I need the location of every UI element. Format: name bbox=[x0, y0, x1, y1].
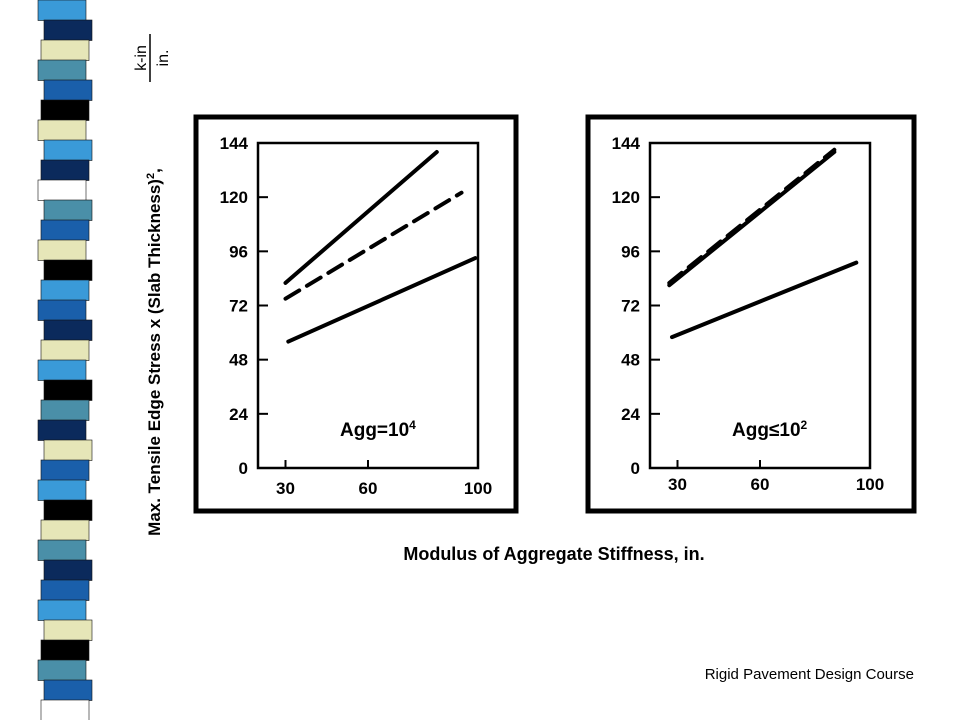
series-line-solid bbox=[286, 256, 478, 344]
y-axis-title-group: Max. Tensile Edge Stress x (Slab Thickne… bbox=[145, 168, 164, 536]
y-axis-unit: k-in in. bbox=[133, 34, 172, 82]
y-tick-label: 96 bbox=[621, 242, 640, 261]
stripe-segment bbox=[40, 699, 90, 720]
decorative-stripe-bar bbox=[37, 0, 93, 720]
y-tick-label: 48 bbox=[621, 351, 640, 370]
x-tick-label: 100 bbox=[856, 475, 884, 494]
series-line-solid bbox=[670, 260, 859, 340]
series-line-solid bbox=[283, 150, 439, 285]
series-line-dashed bbox=[283, 190, 464, 301]
panel-frame bbox=[193, 114, 519, 514]
panel-frame bbox=[585, 114, 917, 514]
chart-panel-right: 0 24 48 72 96 120 144 30 60 100 Agg≤102 bbox=[585, 114, 917, 514]
x-tick-label: 60 bbox=[359, 479, 378, 498]
y-tick-label: 24 bbox=[229, 405, 248, 424]
y-tick-label: 144 bbox=[220, 134, 249, 153]
y-tick-label: 48 bbox=[229, 351, 248, 370]
x-tick-label: 60 bbox=[751, 475, 770, 494]
series-line-dashed bbox=[667, 147, 837, 285]
y-tick-label: 96 bbox=[229, 242, 248, 261]
y-tick-label: 0 bbox=[239, 459, 248, 478]
x-tick-label: 30 bbox=[668, 475, 687, 494]
y-tick-label: 72 bbox=[229, 297, 248, 316]
chart-panel-left: 0 24 48 72 96 120 144 30 60 100 Agg=104 bbox=[193, 114, 519, 514]
y-tick-label: 120 bbox=[220, 188, 248, 207]
y-unit-denominator: in. bbox=[155, 50, 172, 67]
x-tick-label: 30 bbox=[276, 479, 295, 498]
x-tick-label: 100 bbox=[464, 479, 492, 498]
y-tick-label: 72 bbox=[621, 297, 640, 316]
y-unit-numerator: k-in bbox=[133, 45, 150, 71]
x-axis-title: Modulus of Aggregate Stiffness, in. bbox=[403, 544, 704, 564]
panel-label: Agg≤102 bbox=[732, 418, 808, 441]
y-tick-label: 0 bbox=[631, 459, 640, 478]
y-tick-label: 144 bbox=[612, 134, 641, 153]
y-tick-label: 24 bbox=[621, 405, 640, 424]
y-axis-title: Max. Tensile Edge Stress x (Slab Thickne… bbox=[145, 168, 164, 536]
panel-label: Agg=104 bbox=[340, 418, 416, 441]
footer-text: Rigid Pavement Design Course bbox=[705, 666, 914, 683]
y-tick-label: 120 bbox=[612, 188, 640, 207]
